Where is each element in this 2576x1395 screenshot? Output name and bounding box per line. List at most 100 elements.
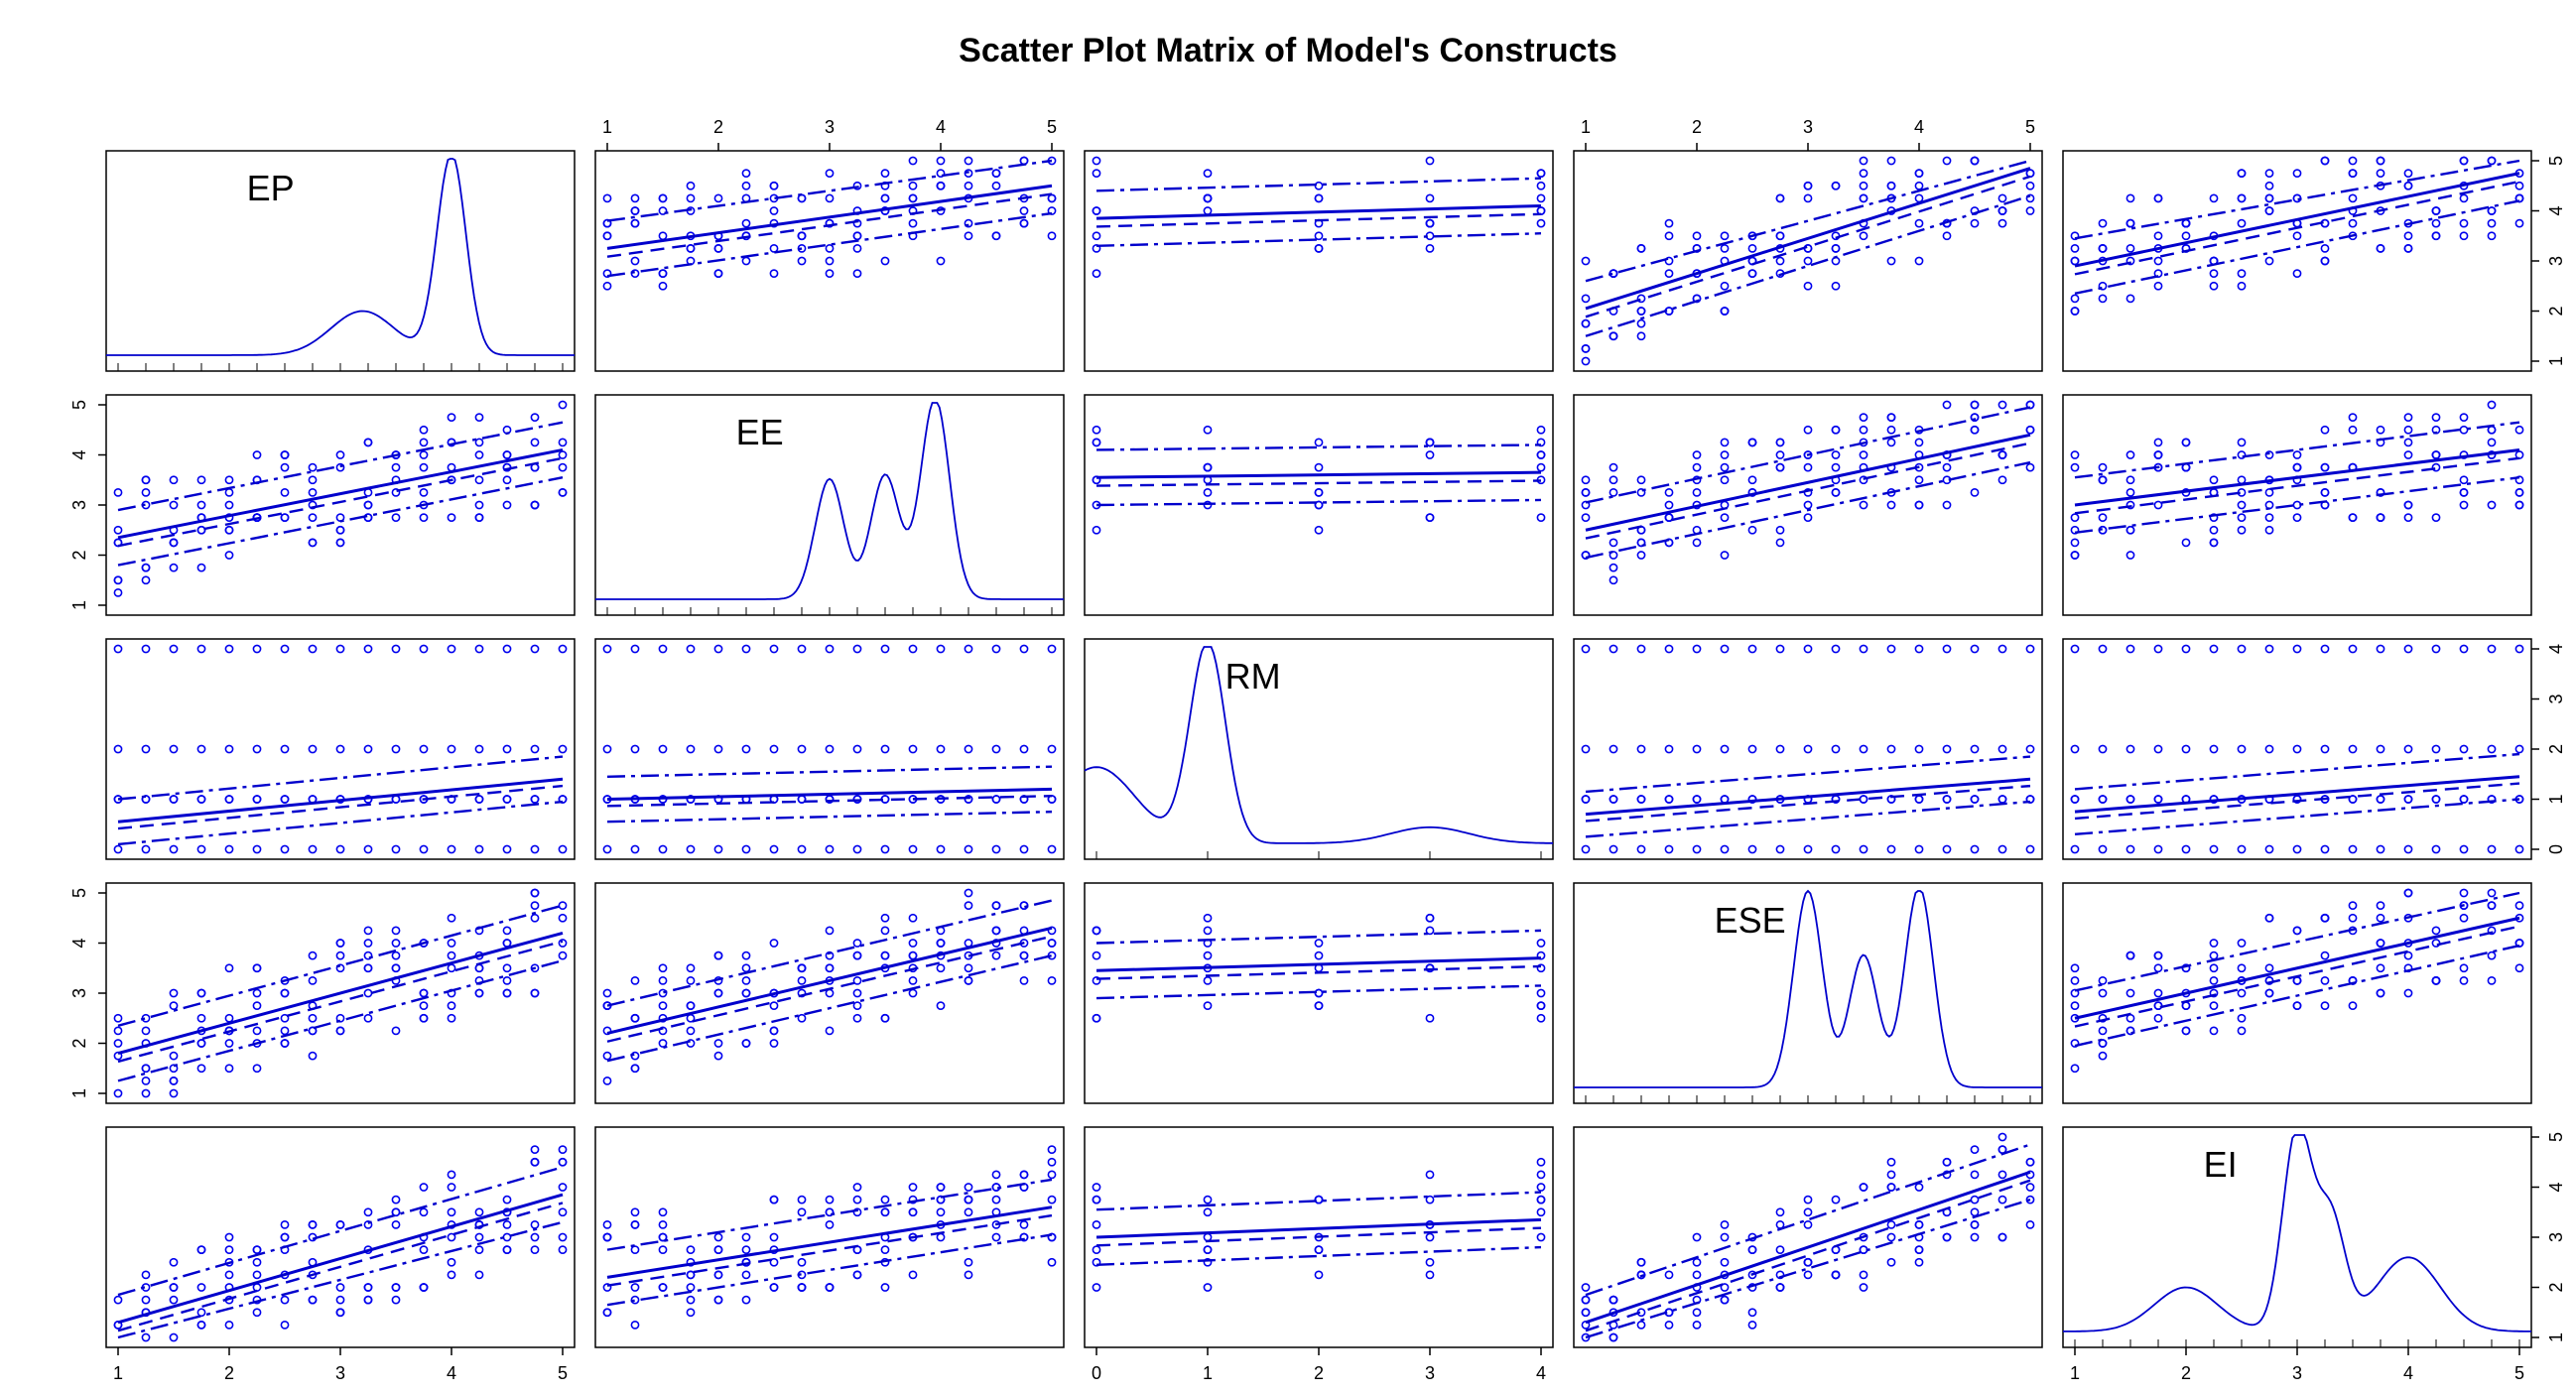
data-point (530, 500, 540, 510)
data-point (852, 744, 862, 754)
data-point (2487, 744, 2497, 754)
data-point (797, 1013, 807, 1023)
data-point (1775, 644, 1785, 654)
data-point (2376, 939, 2385, 948)
data-point (280, 1232, 290, 1242)
data-point (1636, 331, 1646, 341)
linear-fit-line (117, 1193, 564, 1325)
diagonal-label-EE: EE (736, 412, 784, 452)
data-point (713, 644, 723, 654)
data-point (252, 513, 262, 523)
data-point (908, 913, 918, 923)
data-point (686, 1295, 696, 1305)
data-point (1019, 156, 1029, 166)
data-point (252, 1270, 262, 1280)
data-point (2153, 951, 2163, 960)
data-point (252, 1001, 262, 1011)
data-point (113, 1295, 123, 1305)
data-point (1425, 243, 1435, 253)
data-point (2403, 888, 2413, 898)
data-point (991, 181, 1001, 190)
data-point (2403, 413, 2413, 423)
data-point (2125, 243, 2135, 253)
data-point (2292, 169, 2302, 179)
data-point (1970, 1170, 1980, 1180)
data-point (224, 551, 234, 560)
data-point (2070, 538, 2080, 548)
data-point (2125, 951, 2135, 960)
data-point (141, 1026, 151, 1036)
data-point (2348, 744, 2358, 754)
data-point (2125, 744, 2135, 754)
data-point (252, 644, 262, 654)
data-point (2098, 462, 2108, 472)
data-point (1886, 644, 1896, 654)
data-point (1664, 218, 1674, 228)
data-point (1970, 400, 1980, 410)
data-point (2237, 525, 2247, 535)
data-point (825, 256, 835, 266)
data-point (1720, 438, 1730, 447)
data-point (2403, 513, 2413, 523)
data-point (1775, 438, 1785, 447)
data-point (2348, 644, 2358, 654)
data-point (1886, 1257, 1896, 1267)
data-point (363, 513, 373, 523)
data-point (363, 1013, 373, 1023)
data-point (391, 1283, 401, 1292)
data-point (630, 744, 640, 754)
data-point (1914, 795, 1924, 804)
data-point (196, 500, 206, 510)
data-point (1747, 243, 1757, 253)
data-point (1314, 1195, 1324, 1205)
data-point (769, 243, 779, 253)
data-point (419, 1245, 429, 1255)
data-point (769, 939, 779, 948)
data-point (558, 951, 568, 960)
data-point (686, 963, 696, 973)
data-point (1831, 744, 1841, 754)
data-point (2098, 1026, 2108, 1036)
linear-fit-line (1585, 777, 2031, 817)
data-point (2459, 231, 2469, 241)
data-point (308, 513, 318, 523)
x-tick-label: 4 (936, 117, 946, 137)
data-point (1609, 331, 1618, 341)
data-point (224, 1064, 234, 1074)
data-point (1942, 462, 1952, 472)
data-point (2403, 951, 2413, 960)
loess-smooth-line (1585, 784, 2031, 823)
data-point (447, 951, 456, 960)
data-point (391, 487, 401, 497)
data-point (2209, 844, 2219, 854)
data-point (852, 844, 862, 854)
data-point (1747, 795, 1757, 804)
data-point (936, 1232, 946, 1242)
data-point (1886, 256, 1896, 266)
spread-band-line (1095, 444, 1542, 451)
data-point (1636, 1257, 1646, 1267)
data-point (1720, 744, 1730, 754)
data-point (2209, 281, 2219, 291)
data-point (1636, 475, 1646, 485)
data-point (936, 844, 946, 854)
data-point (2431, 744, 2441, 754)
data-point (769, 1283, 779, 1292)
data-point (1047, 1170, 1057, 1180)
data-point (2320, 462, 2330, 472)
data-point (447, 1183, 456, 1192)
data-point (713, 1051, 723, 1061)
data-point (630, 1219, 640, 1229)
data-point (363, 1283, 373, 1292)
y-tick-label: 2 (69, 550, 89, 560)
data-point (1803, 450, 1813, 459)
data-point (2487, 951, 2497, 960)
data-point (1859, 181, 1868, 190)
data-point (1997, 475, 2007, 485)
spread-band-line (1585, 159, 2031, 283)
data-point (2459, 913, 2469, 923)
data-point (141, 563, 151, 572)
data-point (1997, 218, 2007, 228)
data-point (530, 963, 540, 973)
data-point (224, 1232, 234, 1242)
